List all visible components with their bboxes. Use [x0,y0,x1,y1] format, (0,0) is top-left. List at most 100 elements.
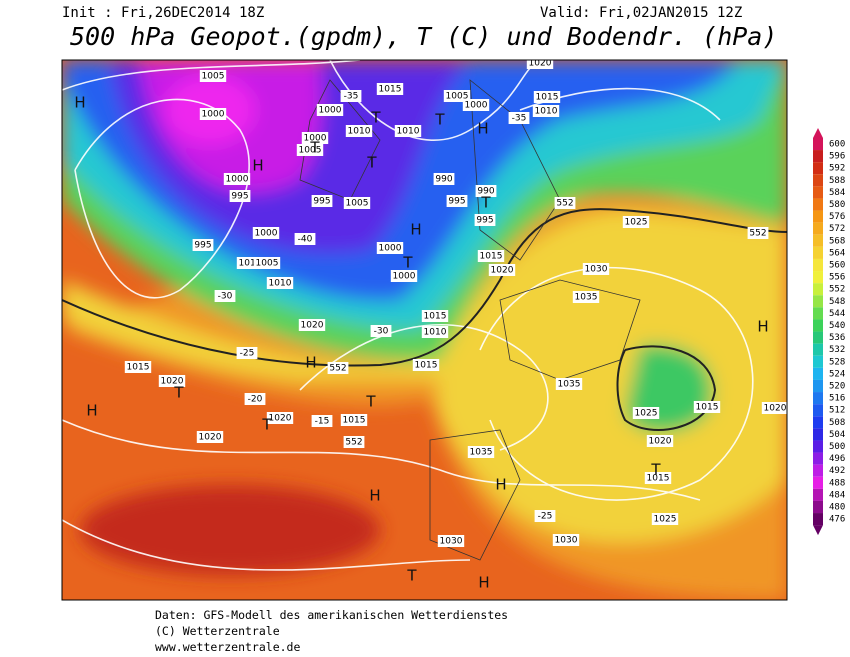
contour-label: 1025 [635,409,658,419]
colorbar-swatch [813,440,823,453]
pressure-center: H [305,354,316,372]
colorbar-swatch [813,271,823,284]
colorbar-swatch [813,210,823,223]
pressure-center: H [252,157,263,175]
contour-label-bg [343,436,365,448]
contour-label-bg [651,513,679,525]
contour-label: 995 [448,197,465,207]
contour-label-bg [158,375,186,387]
contour-label: 1015 [127,363,150,373]
contour-label-bg [533,91,561,103]
footer-line: www.wetterzentrale.de [155,640,300,654]
map-title: 500 hPa Geopot.(gpdm), T (C) und Bodendr… [70,22,777,51]
contour-label: 1035 [470,448,493,458]
pressure-center: H [410,221,421,239]
colorbar-swatch [813,464,823,477]
contour-label: 1035 [558,380,581,390]
colorbar-swatch [813,392,823,405]
colorbar-swatch [813,222,823,235]
pressure-center: H [477,120,488,138]
contour-label: 1010 [424,328,447,338]
colorbar-label: 580 [829,200,845,210]
colorbar-label: 592 [829,164,845,174]
colorbar-label: 516 [829,394,845,404]
contour-label: 1025 [654,515,677,525]
init-time: Init : Fri,26DEC2014 18Z [62,5,264,21]
contour-label: 1015 [343,416,366,426]
contour-label: 1015 [647,474,670,484]
contour-label-bg [747,227,769,239]
contour-label-bg [508,112,530,124]
contour-label-bg [433,173,455,185]
colorbar-swatch [813,488,823,501]
contour-label: 1000 [202,110,225,120]
contour-label-bg [376,242,404,254]
contour-label: 1010 [348,127,371,137]
contour-label: 1005 [346,199,369,209]
contour-label-bg [421,326,449,338]
contour-label: 1000 [379,244,402,254]
contour-label-bg [446,195,468,207]
contour-label-bg [236,347,258,359]
contour-label-bg [253,257,281,269]
colorbar-label: 544 [829,309,845,319]
contour-label-bg [311,195,333,207]
colorbar-label: 492 [829,466,845,476]
contour-label: 1015 [424,312,447,322]
pressure-center: T [406,567,417,585]
contour-label: 1010 [397,127,420,137]
colorbar-swatch [813,186,823,199]
contour-label: 1015 [379,85,402,95]
contour-label: 1030 [440,537,463,547]
valid-time: Valid: Fri,02JAN2015 12Z [540,5,742,21]
colorbar-swatch [813,513,823,526]
colorbar-label: 564 [829,248,845,258]
colorbar-label: 508 [829,418,845,428]
colorbar-swatch [813,404,823,417]
contour-label-bg [124,361,152,373]
contour-label-bg [199,108,227,120]
pressure-center: H [74,94,85,112]
colorbar-label: 504 [829,430,845,440]
colorbar-swatch [813,150,823,163]
contour-label-bg [554,197,576,209]
pressure-center: T [370,109,381,127]
contour-label: 1000 [304,134,327,144]
contour-label-bg [196,431,224,443]
colorbar-swatch [813,283,823,296]
contour-label-bg [316,104,344,116]
colorbar-label: 596 [829,152,845,162]
contour-label: -25 [240,349,255,359]
contour-label: 1000 [393,272,416,282]
contour-label: -35 [344,92,359,102]
contour-label: -35 [512,114,527,124]
contour-label-bg [266,277,294,289]
contour-label-bg [555,378,583,390]
colorbar-swatch [813,500,823,514]
contour-label-bg [214,290,236,302]
contour-label: 552 [749,229,766,239]
pressure-center: T [402,254,413,272]
contour-label: -30 [218,292,233,302]
contour-label: -40 [298,235,313,245]
contour-label-bg [345,125,373,137]
pressure-center: T [650,461,661,479]
contour-label-bg [199,70,227,82]
contour-label-bg [532,105,560,117]
contour-label-bg [298,319,326,331]
colorbar-label: 512 [829,406,845,416]
contour-label-bg [477,250,505,262]
colorbar-swatch [813,416,823,429]
colorbar-swatch [813,258,823,272]
colorbar-label: 480 [829,503,845,513]
contour-label-bg [229,190,251,202]
contour-label-bg [311,415,333,427]
contour-label: 1020 [764,404,787,414]
contour-label: 1005 [446,92,469,102]
contour-label-bg [526,60,554,69]
colorbar-swatch [813,379,823,393]
contour-label-bg [394,125,422,137]
contour-label: 1020 [301,321,324,331]
colorbar-swatch [813,355,823,368]
contour-label-bg [296,144,324,156]
